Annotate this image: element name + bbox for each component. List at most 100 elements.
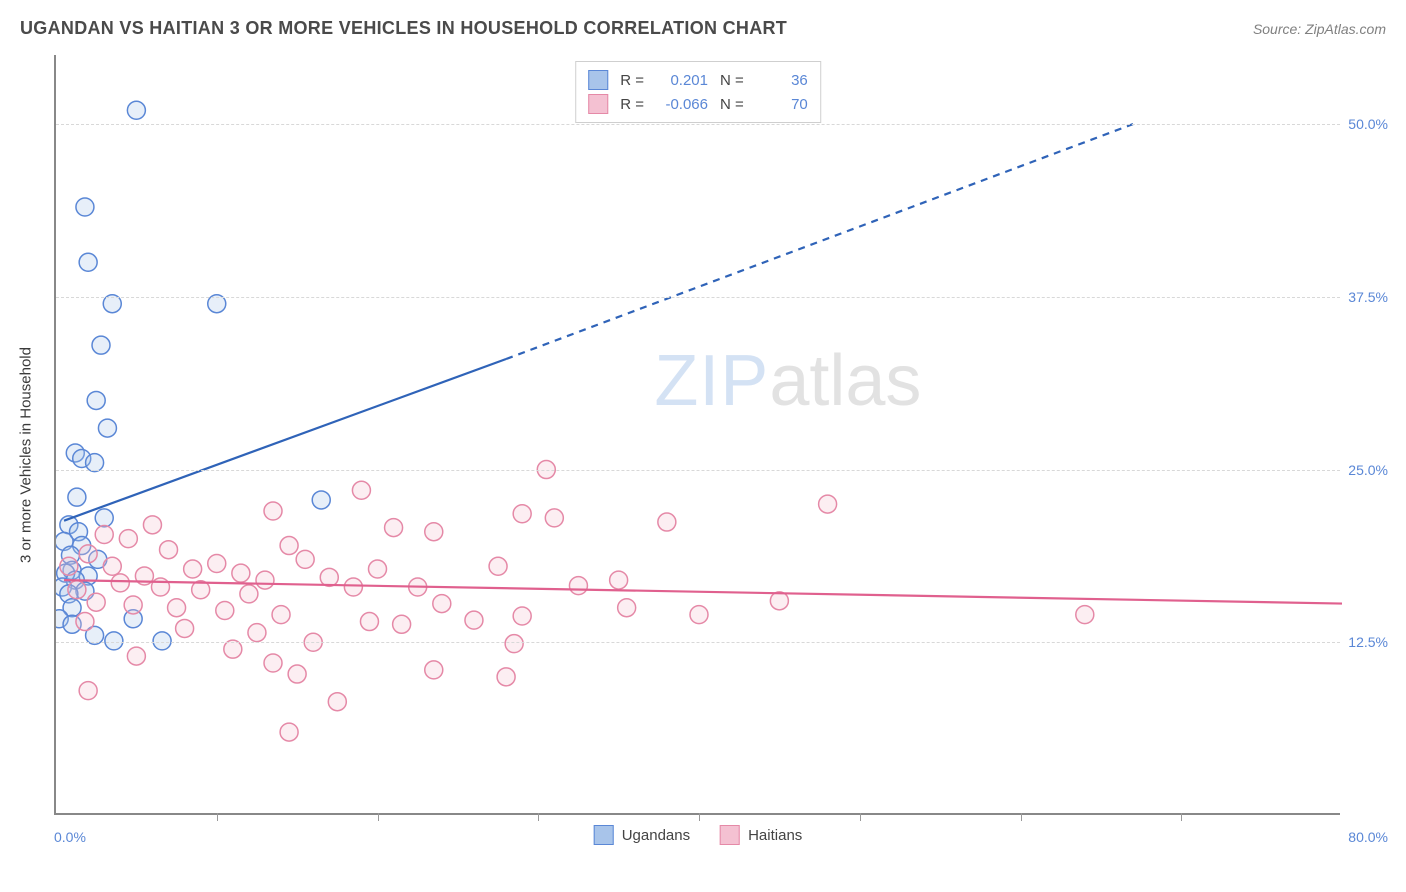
stats-row-haitians: R = -0.066 N = 70: [588, 92, 808, 116]
trend-line-extrapolated: [506, 124, 1133, 359]
data-point: [216, 601, 234, 619]
data-point: [143, 516, 161, 534]
data-point: [569, 577, 587, 595]
y-tick-label: 37.5%: [1342, 289, 1388, 305]
stats-legend: R = 0.201 N = 36 R = -0.066 N = 70: [575, 61, 821, 123]
data-point: [425, 523, 443, 541]
data-point: [68, 581, 86, 599]
x-tick: [538, 813, 539, 821]
gridline: [56, 642, 1340, 643]
data-point: [79, 253, 97, 271]
data-point: [360, 613, 378, 631]
n-value-haitians: 70: [752, 96, 808, 113]
data-point: [127, 647, 145, 665]
x-tick: [860, 813, 861, 821]
data-point: [160, 541, 178, 559]
y-tick-label: 12.5%: [1342, 634, 1388, 650]
data-point: [124, 596, 142, 614]
data-point: [344, 578, 362, 596]
legend-label-haitians: Haitians: [748, 827, 802, 844]
n-value-ugandans: 36: [752, 72, 808, 89]
legend-label-ugandans: Ugandans: [622, 827, 690, 844]
legend-item-ugandans: Ugandans: [594, 825, 690, 845]
data-point: [513, 607, 531, 625]
data-point: [425, 661, 443, 679]
r-label: R =: [620, 72, 644, 89]
data-point: [184, 560, 202, 578]
data-point: [105, 632, 123, 650]
data-point: [92, 336, 110, 354]
x-tick: [1021, 813, 1022, 821]
data-point: [232, 564, 250, 582]
data-point: [248, 624, 266, 642]
x-axis-min-label: 0.0%: [54, 829, 86, 845]
data-point: [264, 654, 282, 672]
data-point: [103, 557, 121, 575]
data-point: [770, 592, 788, 610]
data-point: [256, 571, 274, 589]
r-label: R =: [620, 96, 644, 113]
n-label: N =: [720, 72, 744, 89]
plot-area: ZIPatlas R = 0.201 N = 36 R = -0.066 N =…: [54, 55, 1340, 815]
data-point: [280, 537, 298, 555]
gridline: [56, 297, 1340, 298]
data-point: [658, 513, 676, 531]
data-point: [87, 593, 105, 611]
data-point: [385, 519, 403, 537]
data-point: [328, 693, 346, 711]
data-point: [497, 668, 515, 686]
data-point: [87, 391, 105, 409]
x-tick: [699, 813, 700, 821]
x-axis-max-label: 80.0%: [1348, 829, 1388, 845]
x-tick: [1181, 813, 1182, 821]
data-point: [465, 611, 483, 629]
data-point: [513, 505, 531, 523]
swatch-haitians: [588, 94, 608, 114]
chart-title: UGANDAN VS HAITIAN 3 OR MORE VEHICLES IN…: [20, 18, 787, 39]
gridline: [56, 124, 1340, 125]
data-point: [79, 545, 97, 563]
chart-source: Source: ZipAtlas.com: [1253, 21, 1386, 37]
data-point: [545, 509, 563, 527]
data-point: [240, 585, 258, 603]
data-point: [264, 502, 282, 520]
data-point: [618, 599, 636, 617]
series-legend: Ugandans Haitians: [594, 825, 803, 845]
data-point: [819, 495, 837, 513]
trend-line: [64, 359, 506, 521]
data-point: [208, 555, 226, 573]
data-point: [296, 550, 314, 568]
data-point: [1076, 606, 1094, 624]
data-point: [79, 682, 97, 700]
chart-container: 3 or more Vehicles in Household ZIPatlas…: [48, 55, 1388, 855]
data-point: [68, 488, 86, 506]
data-point: [610, 571, 628, 589]
stats-row-ugandans: R = 0.201 N = 36: [588, 68, 808, 92]
data-point: [280, 723, 298, 741]
swatch-ugandans: [588, 70, 608, 90]
data-point: [176, 619, 194, 637]
gridline: [56, 470, 1340, 471]
r-value-ugandans: 0.201: [652, 72, 708, 89]
data-point: [505, 635, 523, 653]
data-point: [369, 560, 387, 578]
data-point: [489, 557, 507, 575]
data-point: [76, 613, 94, 631]
data-point: [60, 557, 78, 575]
data-point: [127, 101, 145, 119]
plot-svg: [56, 55, 1342, 815]
y-axis-label: 3 or more Vehicles in Household: [18, 347, 35, 563]
data-point: [352, 481, 370, 499]
data-point: [98, 419, 116, 437]
data-point: [153, 632, 171, 650]
data-point: [76, 198, 94, 216]
x-tick: [378, 813, 379, 821]
data-point: [119, 530, 137, 548]
r-value-haitians: -0.066: [652, 96, 708, 113]
x-tick: [217, 813, 218, 821]
legend-item-haitians: Haitians: [720, 825, 802, 845]
data-point: [95, 525, 113, 543]
data-point: [312, 491, 330, 509]
data-point: [320, 568, 338, 586]
y-tick-label: 25.0%: [1342, 462, 1388, 478]
